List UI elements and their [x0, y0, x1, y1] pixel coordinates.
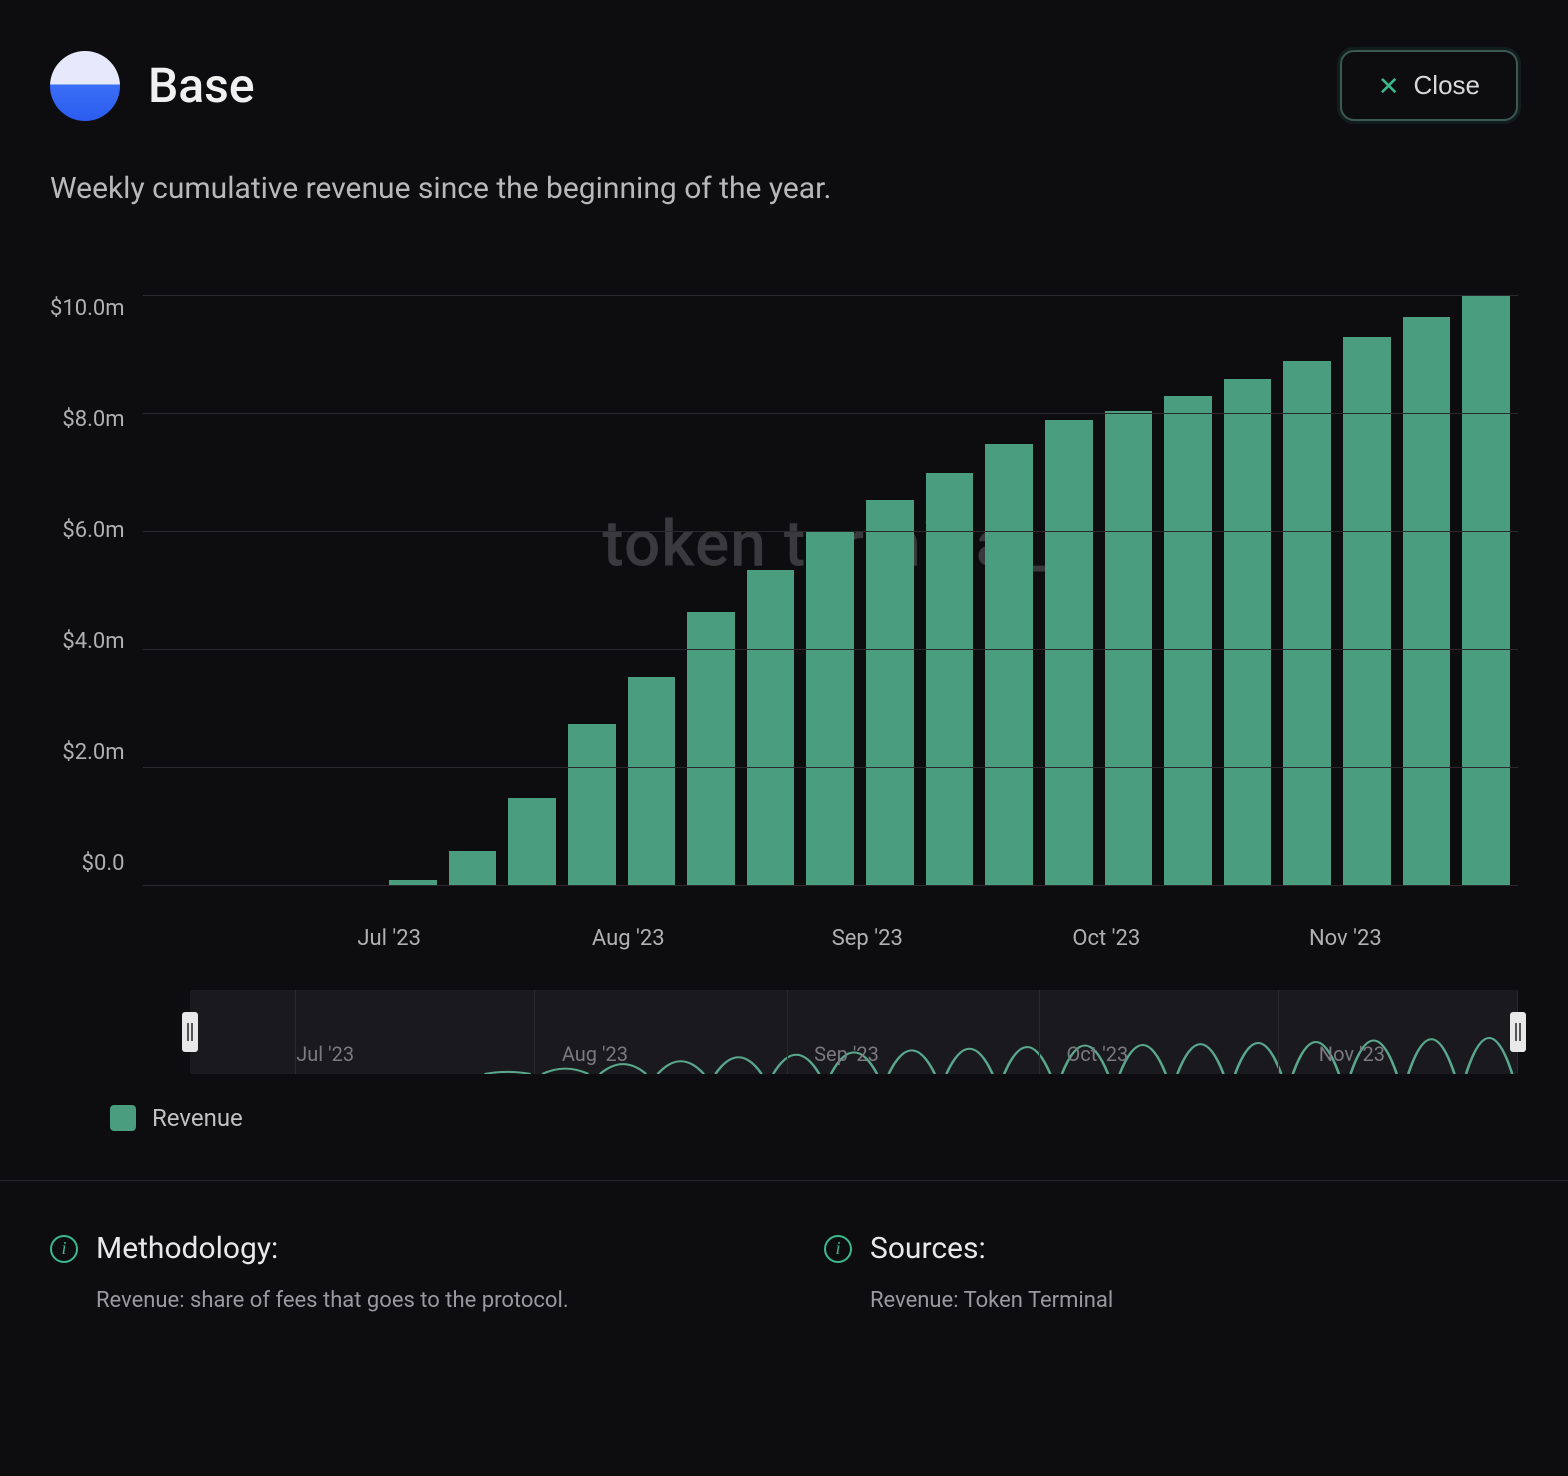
bar	[568, 724, 616, 886]
bar	[508, 798, 556, 887]
grid-line	[143, 531, 1518, 532]
legend: Revenue	[110, 1104, 1518, 1132]
title-group: Base	[50, 51, 255, 121]
bar	[1164, 396, 1212, 886]
methodology-heading: i Methodology:	[50, 1231, 744, 1266]
y-tick-label: $6.0m	[62, 518, 124, 543]
bar	[687, 612, 735, 886]
info-icon: i	[50, 1235, 78, 1263]
legend-label: Revenue	[152, 1104, 243, 1132]
y-tick-label: $8.0m	[62, 407, 124, 432]
grid-line	[143, 649, 1518, 650]
bar	[628, 677, 676, 886]
bar	[866, 500, 914, 886]
grid-line	[143, 767, 1518, 768]
footer: i Methodology: Revenue: share of fees th…	[50, 1231, 1518, 1313]
methodology-section: i Methodology: Revenue: share of fees th…	[50, 1231, 744, 1313]
grid-line	[143, 413, 1518, 414]
bar	[1403, 317, 1451, 886]
sources-body: Revenue: Token Terminal	[824, 1288, 1518, 1313]
time-range-brush[interactable]: Jul '23 Aug '23 Sep '23 Oct '23 Nov '23	[190, 990, 1518, 1074]
info-icon: i	[824, 1235, 852, 1263]
brush-label: Sep '23	[814, 1042, 879, 1066]
brush-handle-left[interactable]	[182, 1012, 198, 1052]
header: Base ✕ Close	[50, 50, 1518, 121]
bars-container	[143, 296, 1518, 886]
subtitle: Weekly cumulative revenue since the begi…	[50, 171, 1518, 206]
x-tick-label: Nov '23	[1309, 926, 1382, 951]
bar	[1045, 420, 1093, 886]
close-icon: ✕	[1378, 73, 1400, 99]
bar	[449, 851, 497, 886]
x-tick-label: Jul '23	[357, 926, 421, 951]
brush-segment	[190, 990, 296, 1074]
close-label: Close	[1414, 70, 1480, 101]
chart-plot: token terminal_	[143, 296, 1518, 886]
x-tick-label: Sep '23	[832, 926, 903, 951]
x-axis: Jul '23 Aug '23 Sep '23 Oct '23 Nov '23	[190, 926, 1518, 956]
sources-section: i Sources: Revenue: Token Terminal	[824, 1231, 1518, 1313]
bar	[806, 532, 854, 886]
sources-title: Sources:	[870, 1231, 986, 1266]
x-tick-label: Oct '23	[1072, 926, 1140, 951]
brush-label: Aug '23	[562, 1042, 628, 1066]
bar	[1343, 337, 1391, 886]
brush-segment	[1279, 990, 1518, 1074]
brush-label: Nov '23	[1319, 1042, 1385, 1066]
y-tick-label: $2.0m	[62, 740, 124, 765]
brush-label: Oct '23	[1066, 1042, 1128, 1066]
sources-heading: i Sources:	[824, 1231, 1518, 1266]
y-tick-label: $0.0	[82, 851, 125, 876]
methodology-body: Revenue: share of fees that goes to the …	[50, 1288, 744, 1313]
brush-track[interactable]: Jul '23 Aug '23 Sep '23 Oct '23 Nov '23	[190, 990, 1518, 1074]
bar	[926, 473, 974, 886]
brush-handle-right[interactable]	[1510, 1012, 1526, 1052]
divider	[0, 1180, 1568, 1181]
bar	[1462, 296, 1510, 886]
bar	[985, 444, 1033, 887]
bar	[747, 570, 795, 886]
bar	[1224, 379, 1272, 886]
x-tick-label: Aug '23	[592, 926, 665, 951]
logo-icon	[50, 51, 120, 121]
y-tick-label: $4.0m	[62, 629, 124, 654]
methodology-title: Methodology:	[96, 1231, 278, 1266]
grid-line	[143, 295, 1518, 296]
grid-line	[143, 885, 1518, 886]
bar	[1283, 361, 1331, 886]
brush-label: Jul '23	[296, 1042, 354, 1066]
revenue-chart: $10.0m $8.0m $6.0m $4.0m $2.0m $0.0 token ter…	[50, 296, 1518, 886]
close-button[interactable]: ✕ Close	[1340, 50, 1518, 121]
legend-swatch	[110, 1105, 136, 1131]
y-axis: $10.0m $8.0m $6.0m $4.0m $2.0m $0.0	[50, 296, 143, 886]
page-title: Base	[148, 57, 255, 114]
y-tick-label: $10.0m	[50, 296, 125, 321]
